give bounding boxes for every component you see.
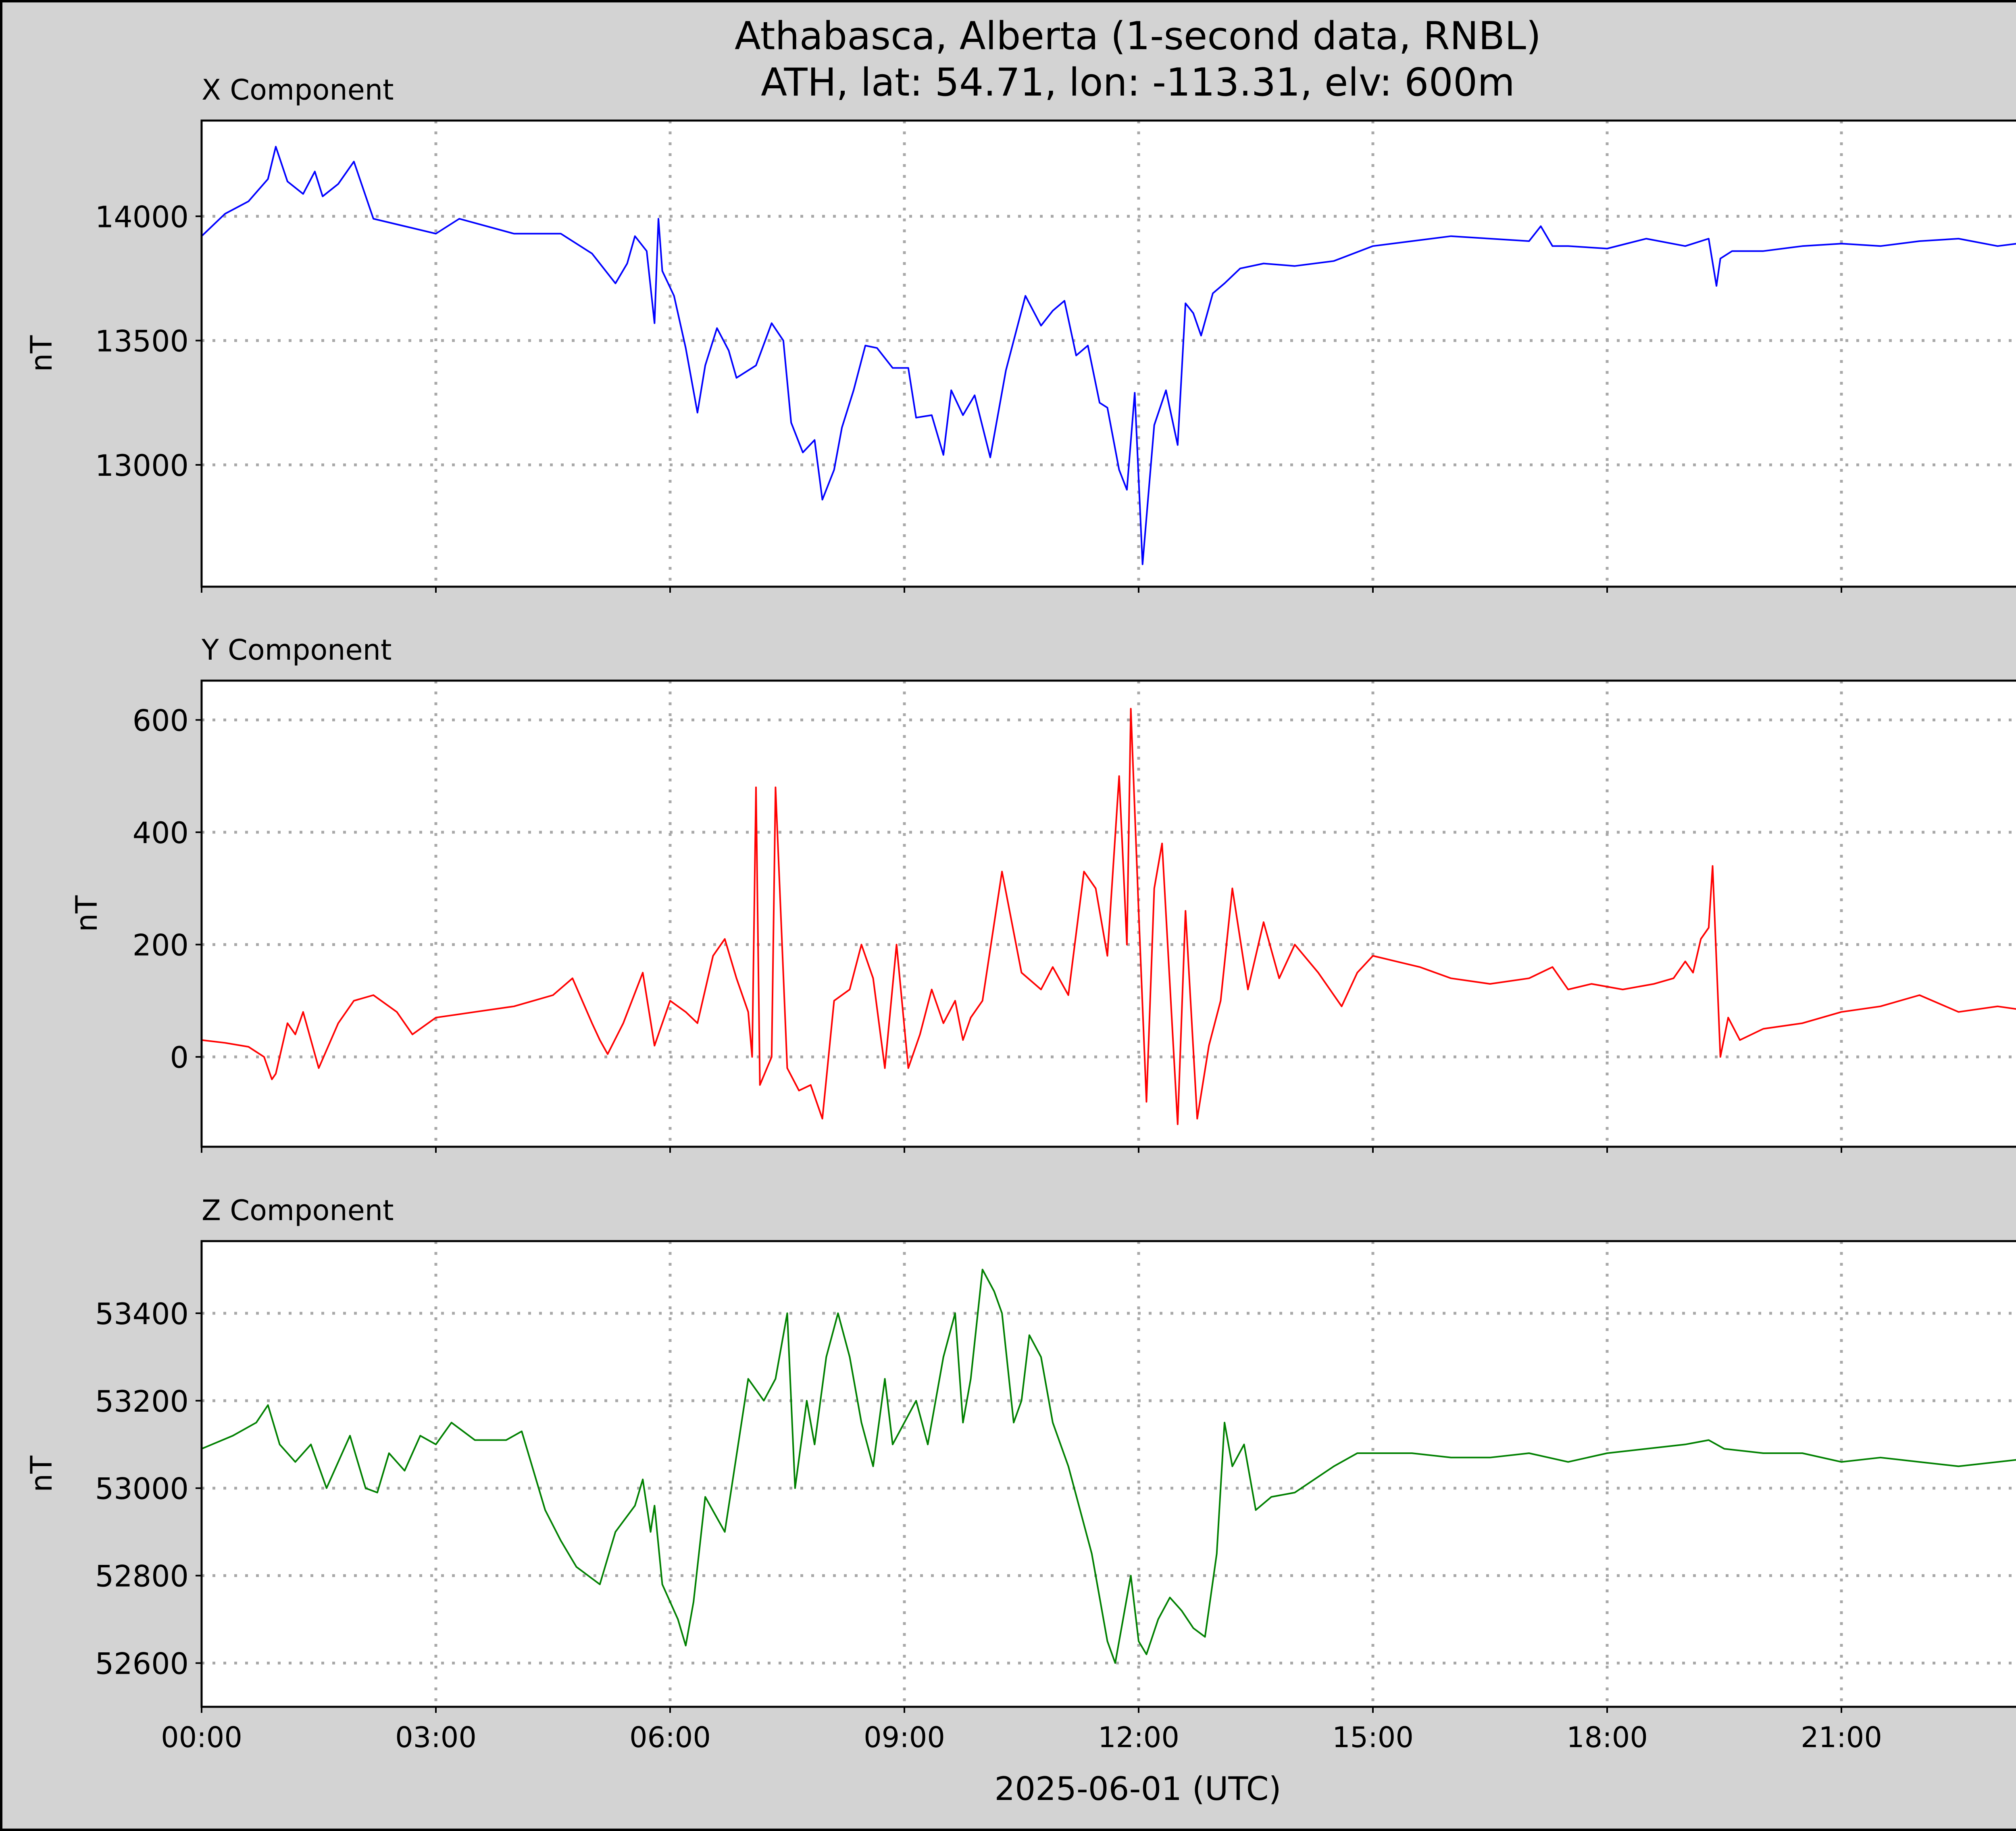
panel-1: 13000 13500 14000 X Component nT	[25, 73, 2016, 593]
y-axis-label: nT	[25, 1456, 59, 1492]
plot-area	[202, 121, 2016, 587]
y-tick-label: 200	[133, 929, 189, 963]
x-tick-label: 06:00	[629, 1721, 711, 1754]
y-tick-label: 13000	[95, 449, 189, 483]
y-tick-label: 600	[133, 704, 189, 738]
y-axis-label: nT	[25, 335, 59, 372]
series-line	[201, 1269, 2016, 1664]
plot-area	[202, 1241, 2016, 1707]
y-tick-label: 52600	[95, 1647, 189, 1681]
panel-3: 52600 52800 53000 53200 53400 Z Component nT 00…	[25, 1194, 2016, 1754]
x-tick-label: 12:00	[1098, 1721, 1179, 1754]
panel-2: 0 200 400 600 Y Component nT	[70, 633, 2016, 1153]
y-axis-label: nT	[70, 895, 104, 932]
x-tick-label: 09:00	[864, 1721, 945, 1754]
plot-area	[202, 681, 2016, 1147]
x-tick-label: 21:00	[1801, 1721, 1882, 1754]
axes-frame	[200, 119, 2016, 588]
y-tick-label: 13500	[95, 325, 189, 359]
panel-title: Y Component	[201, 633, 392, 667]
y-tick-label: 400	[133, 816, 189, 850]
axes-frame	[200, 679, 2016, 1148]
x-tick-label: 18:00	[1566, 1721, 1648, 1754]
y-tick-label: 52800	[95, 1560, 189, 1594]
axes-frame	[200, 1240, 2016, 1708]
x-tick-label: 03:00	[395, 1721, 477, 1754]
y-tick-label: 53200	[95, 1385, 189, 1419]
x-tick-label: 00:00	[161, 1721, 242, 1754]
panel-title: X Component	[202, 73, 394, 106]
main-title-line2: ATH, lat: 54.71, lon: -113.31, elv: 600m	[761, 60, 1515, 105]
x-tick-label: 15:00	[1332, 1721, 1414, 1754]
y-tick-label: 14000	[95, 200, 189, 234]
series-line	[201, 146, 2016, 565]
y-tick-label: 53400	[95, 1297, 189, 1331]
main-title-line1: Athabasca, Alberta (1-second data, RNBL)	[735, 14, 1541, 58]
y-tick-label: 0	[170, 1041, 189, 1075]
panels: 13000 13500 14000 X Component nT 0 200 400 600 Y …	[25, 73, 2016, 1754]
panel-title: Z Component	[202, 1194, 394, 1227]
y-tick-label: 53000	[95, 1472, 189, 1506]
series-line	[201, 708, 2016, 1125]
x-axis-label: 2025-06-01 (UTC)	[994, 1770, 1281, 1808]
